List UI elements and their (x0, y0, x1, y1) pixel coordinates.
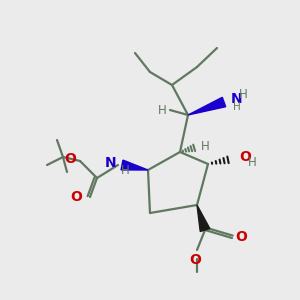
Text: H: H (248, 157, 257, 169)
Text: N: N (231, 92, 243, 106)
Text: O: O (235, 230, 247, 244)
Text: O: O (189, 253, 201, 267)
Text: H: H (158, 103, 167, 116)
Text: H: H (233, 102, 241, 112)
Text: O: O (70, 190, 82, 204)
Text: H: H (201, 140, 210, 154)
Text: H: H (121, 164, 130, 176)
Polygon shape (197, 205, 210, 232)
Text: O: O (64, 152, 76, 166)
Text: O: O (239, 150, 251, 164)
Polygon shape (188, 97, 226, 115)
Polygon shape (121, 160, 148, 170)
Text: H: H (239, 88, 248, 100)
Text: N: N (104, 156, 116, 170)
